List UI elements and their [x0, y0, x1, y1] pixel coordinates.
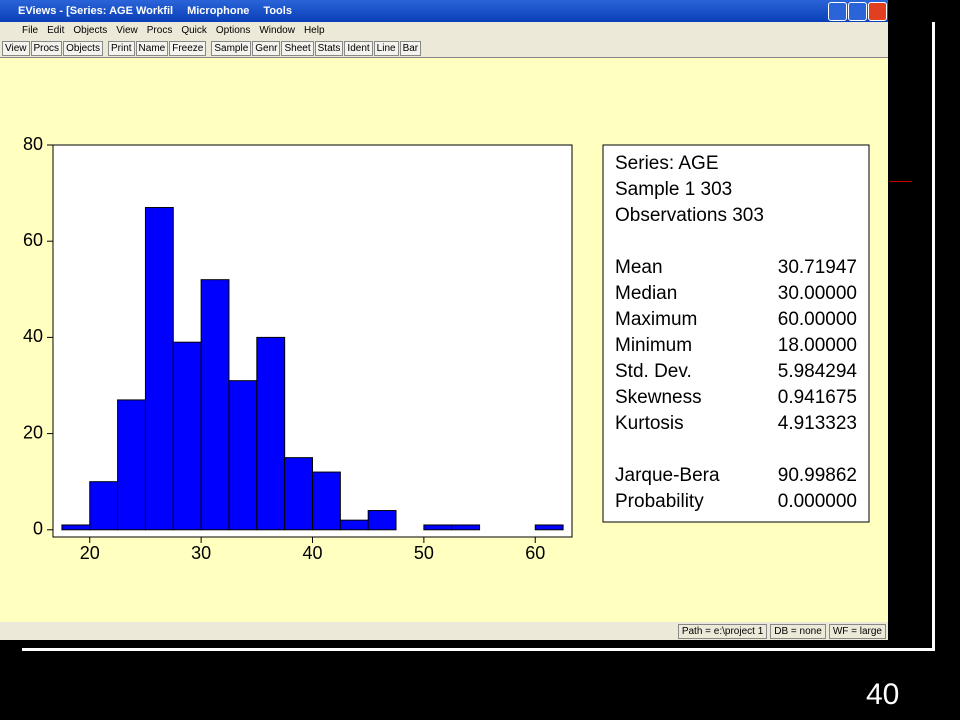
toolbar-button[interactable]: Line — [373, 40, 399, 56]
red-mark — [890, 181, 912, 182]
bar — [534, 524, 564, 531]
stats-box — [602, 144, 870, 523]
close-button[interactable] — [868, 2, 887, 21]
stat-value: 5.984294 — [778, 361, 858, 382]
stat-label: Std. Dev. — [615, 361, 692, 382]
stat-label: Minimum — [615, 335, 692, 356]
toolbar-button[interactable]: Genr — [252, 40, 281, 56]
menu-item[interactable]: Objects — [73, 25, 108, 36]
stat-value: 0.941675 — [778, 387, 857, 408]
stat-label: Median — [615, 283, 677, 304]
toolbar-button[interactable]: Sample — [211, 40, 252, 56]
status-bar: Path = e:\project 1 DB = none WF = large — [0, 622, 888, 640]
bar — [423, 524, 453, 531]
stat-label: Probability — [615, 491, 704, 512]
toolbar-button[interactable]: Objects — [63, 40, 103, 56]
x-tick-label: 20 — [80, 543, 100, 563]
toolbar-button[interactable]: Procs — [30, 40, 63, 56]
x-tick-label: 50 — [414, 543, 434, 563]
toolbar: View Procs Objects Print Name Freeze Sample Gen… — [0, 39, 888, 58]
menu-item[interactable]: File — [22, 25, 39, 36]
stat-value: 0.000000 — [778, 491, 857, 512]
slide-frame — [22, 22, 935, 651]
toolbar-button[interactable]: Sheet — [281, 40, 314, 56]
x-tick-label: 40 — [302, 543, 322, 563]
stat-value: 18.00000 — [778, 335, 857, 356]
menu-item[interactable]: Options — [215, 25, 251, 36]
content-area: 0 20 40 60 80 20 30 40 50 60 Series: AGE Sample 1 3… — [0, 58, 888, 622]
bar — [451, 524, 481, 531]
y-tick-label: 60 — [23, 230, 43, 250]
minimize-button[interactable] — [828, 2, 847, 21]
bar — [89, 481, 119, 531]
stat-label: Jarque-Bera — [615, 465, 720, 486]
slide-number: 40 — [866, 678, 900, 711]
bar — [61, 524, 91, 531]
y-tick-label: 80 — [23, 134, 43, 154]
bar — [256, 336, 286, 531]
stats-header: Series: AGE — [615, 153, 719, 174]
toolbar-button[interactable]: Stats — [314, 40, 344, 56]
stats-header: Observations 303 — [615, 205, 764, 226]
x-tick-label: 60 — [525, 543, 545, 563]
stats-header: Sample 1 303 — [615, 179, 732, 200]
menu-item[interactable]: Window — [259, 25, 295, 36]
bar — [228, 380, 258, 531]
stat-label: Skewness — [615, 387, 702, 408]
window-title: EViews - [Series: AGE Workfil — [18, 5, 174, 17]
toolbar-button[interactable]: Ident — [344, 40, 373, 56]
stat-value: 30.71947 — [778, 257, 857, 278]
menu-item[interactable]: Quick — [181, 25, 207, 36]
toolbar-button[interactable]: Name — [135, 40, 169, 56]
y-tick-label: 40 — [23, 326, 43, 346]
toolbar-button[interactable]: View — [2, 40, 30, 56]
bar — [284, 457, 313, 531]
toolbar-button[interactable]: Bar — [399, 40, 422, 56]
stat-value: 60.00000 — [778, 309, 857, 330]
stat-value: 4.913323 — [778, 413, 857, 434]
chart: 0 20 40 60 80 20 30 40 50 60 Series: AGE Sample 1 3… — [23, 134, 870, 563]
menu-item[interactable]: View — [116, 25, 138, 36]
status-cell: DB = none — [770, 623, 826, 639]
lang-item[interactable]: Tools — [263, 5, 292, 17]
toolbar-button[interactable]: Freeze — [169, 40, 207, 56]
stat-value: 30.00000 — [778, 283, 857, 304]
bar — [312, 471, 341, 531]
status-cell: WF = large — [828, 623, 886, 639]
bar — [172, 341, 202, 531]
stat-label: Maximum — [615, 309, 697, 330]
menu-bar: File Edit Objects View Procs Quick Options Wind… — [0, 22, 888, 39]
menu-item[interactable]: Procs — [146, 25, 173, 36]
bar — [117, 399, 146, 531]
maximize-button[interactable] — [848, 2, 867, 21]
status-cell: Path = e:\project 1 — [677, 623, 768, 639]
lang-item[interactable]: Microphone — [187, 5, 250, 17]
menu-item[interactable]: Edit — [47, 25, 65, 36]
stat-label: Mean — [615, 257, 663, 278]
y-tick-label: 0 — [33, 519, 43, 539]
title-bar: EViews - [Series: AGE Workfil Microphone… — [0, 0, 888, 22]
bar — [144, 207, 174, 531]
x-tick-label: 30 — [191, 543, 211, 563]
y-tick-label: 20 — [23, 422, 43, 442]
bar — [200, 279, 230, 531]
stat-label: Kurtosis — [615, 413, 684, 434]
bar — [339, 519, 369, 531]
bar — [367, 510, 397, 531]
stat-value: 90.99862 — [778, 465, 857, 486]
menu-item[interactable]: Help — [303, 25, 325, 36]
toolbar-button[interactable]: Print — [107, 40, 135, 56]
